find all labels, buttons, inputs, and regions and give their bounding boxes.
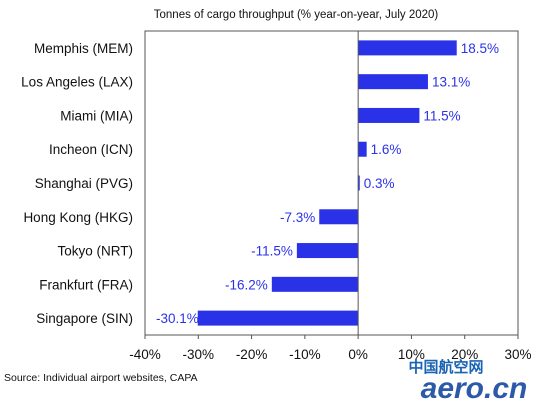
bar-singapore-sin: [197, 310, 359, 326]
bar-miami-mia: [358, 107, 420, 123]
x-tick-label: 10%: [398, 347, 425, 362]
category-label-frankfurt-fra: Frankfurt (FRA): [39, 277, 133, 292]
category-label-los-angeles-lax: Los Angeles (LAX): [21, 75, 133, 90]
bars-group: [197, 40, 457, 326]
x-axis: -40% -30% -20% -10% 0% 10% 20% 30%: [129, 335, 532, 362]
category-label-incheon-icn: Incheon (ICN): [49, 142, 133, 157]
plot-frame: [144, 30, 519, 336]
data-label-tokyo-nrt: -11.5%: [251, 244, 293, 259]
x-tick-label: -40%: [129, 347, 161, 362]
data-label-frankfurt-fra: -16.2%: [225, 277, 268, 292]
x-tick-label: -30%: [183, 347, 215, 362]
data-label-los-angeles-lax: 13.1%: [432, 75, 470, 90]
chart-title: Tonnes of cargo throughput (% year-on-ye…: [154, 9, 439, 21]
data-labels: 18.5% 13.1% 11.5% 1.6% 0.3% -7.3% -11.5% -16.2%…: [156, 41, 499, 326]
watermark-aero-text: aero.cn: [421, 372, 528, 405]
data-label-singapore-sin: -30.1%: [156, 311, 199, 326]
source-note: Source: Individual airport websites, CAP…: [4, 372, 198, 384]
watermark-logo: 中国航空网 aero.cn: [408, 358, 527, 405]
category-label-shanghai-pvg: Shanghai (PVG): [35, 176, 133, 191]
x-tick-label: -20%: [236, 347, 268, 362]
category-label-memphis-mem: Memphis (MEM): [34, 41, 133, 56]
bar-los-angeles-lax: [358, 74, 428, 90]
bar-tokyo-nrt: [296, 243, 359, 259]
data-label-memphis-mem: 18.5%: [461, 41, 499, 56]
bar-hong-kong-hkg: [319, 209, 359, 225]
x-tick-label: 20%: [451, 347, 478, 362]
bar-frankfurt-fra: [271, 276, 359, 292]
category-label-tokyo-nrt: Tokyo (NRT): [57, 244, 133, 259]
data-label-shanghai-pvg: 0.3%: [364, 176, 395, 191]
category-labels: Memphis (MEM) Los Angeles (LAX) Miami (MIA…: [21, 41, 133, 326]
bar-incheon-icn: [358, 141, 367, 157]
x-tick-label: -10%: [289, 347, 321, 362]
data-label-miami-mia: 11.5%: [423, 108, 460, 123]
watermark-chinese-text: 中国航空网: [408, 358, 483, 376]
data-label-hong-kong-hkg: -7.3%: [280, 210, 315, 225]
bar-shanghai-pvg: [358, 175, 360, 191]
x-tick-label: 0%: [348, 347, 368, 362]
category-label-miami-mia: Miami (MIA): [60, 108, 133, 123]
x-tick-label: 30%: [504, 347, 531, 362]
bar-memphis-mem: [358, 40, 457, 56]
category-label-singapore-sin: Singapore (SIN): [36, 311, 133, 326]
data-label-incheon-icn: 1.6%: [371, 142, 402, 157]
category-label-hong-kong-hkg: Hong Kong (HKG): [23, 210, 133, 225]
